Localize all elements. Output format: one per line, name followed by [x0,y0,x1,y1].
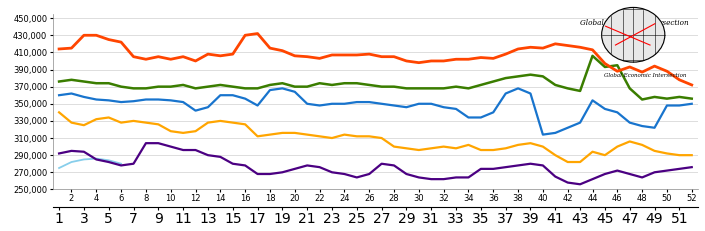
Text: Global Economic Intersection: Global Economic Intersection [580,19,688,27]
Text: Global Economic Intersection: Global Economic Intersection [604,73,686,78]
Circle shape [601,7,665,62]
